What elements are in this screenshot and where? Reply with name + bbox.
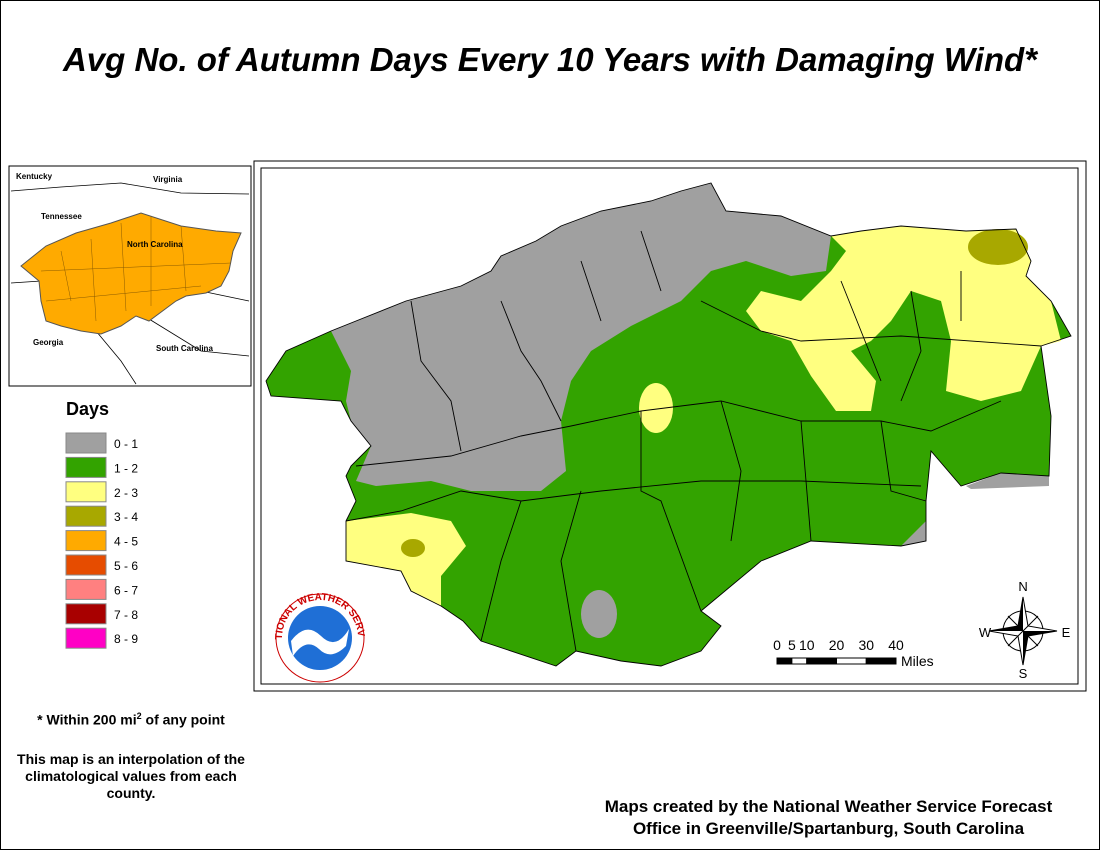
scale-segment — [865, 657, 897, 665]
region — [346, 513, 466, 606]
scale-unit: Miles — [901, 653, 934, 669]
map-inner-frame — [260, 167, 1079, 685]
region — [639, 383, 673, 433]
legend-swatch — [65, 554, 107, 576]
note: This map is an interpolation of the clim… — [17, 751, 245, 801]
title: Avg No. of Autumn Days Every 10 Years wi… — [62, 41, 1038, 78]
region — [331, 183, 831, 491]
compass-e: E — [1062, 625, 1071, 640]
county-lines — [265, 182, 1072, 667]
scale-label: 40 — [888, 637, 904, 653]
compass-w: W — [979, 625, 992, 640]
inset-label: Georgia — [33, 338, 64, 347]
compass-n: N — [1018, 579, 1027, 594]
legend-swatch — [65, 456, 107, 478]
legend-label: 8 - 9 — [114, 632, 138, 646]
inset-lines — [10, 182, 250, 385]
legend-swatch — [65, 481, 107, 503]
region — [581, 590, 617, 638]
legend-swatch — [65, 530, 107, 552]
inset-label: South Carolina — [156, 344, 213, 353]
footnote-start: * Within 200 mi — [37, 711, 137, 728]
scale-segment — [836, 657, 867, 665]
footnote: * Within 200 mi2 of any point — [6, 711, 256, 728]
legend-label: 4 - 5 — [114, 535, 138, 549]
scale-label: 5 — [788, 637, 796, 653]
region — [901, 521, 926, 546]
legend-label: 2 - 3 — [114, 486, 138, 500]
inset-label: North Carolina — [127, 240, 183, 249]
credit-line: Office in Greenville/Spartanburg, South … — [632, 819, 1025, 838]
scale-label: 10 — [799, 637, 815, 653]
inset-label: Virginia — [153, 175, 183, 184]
inset-counties — [40, 216, 232, 322]
compass-s: S — [1019, 666, 1028, 681]
inset-state — [20, 212, 242, 335]
region — [401, 539, 425, 557]
footnote-sup: 2 — [136, 711, 142, 721]
legend-swatch — [65, 578, 107, 600]
legend-label: 5 - 6 — [114, 559, 138, 573]
region — [966, 473, 1049, 489]
credit: Maps created by the National Weather Ser… — [561, 796, 1096, 840]
legend-label: 3 - 4 — [114, 510, 138, 524]
scale-label: 30 — [858, 637, 874, 653]
compass: N S E W — [979, 579, 1071, 681]
legend-label: 0 - 1 — [114, 437, 138, 451]
scale-segment — [806, 657, 837, 665]
credit-line: Maps created by the National Weather Ser… — [604, 797, 1053, 816]
scale-segment — [776, 657, 793, 665]
legend-swatch — [65, 505, 107, 527]
region — [968, 229, 1028, 265]
scale-segment — [791, 657, 808, 665]
legend-swatch — [65, 627, 107, 649]
legend-label: 6 - 7 — [114, 583, 138, 597]
legend-swatch — [65, 603, 107, 625]
legend-swatch — [65, 432, 107, 454]
region — [746, 226, 1061, 411]
scale-label: 0 — [773, 637, 781, 653]
legend-label: 7 - 8 — [114, 608, 138, 622]
scale-label: 20 — [829, 637, 845, 653]
legend-title: Days — [66, 399, 110, 419]
inset-label: Kentucky — [16, 172, 53, 181]
inset-label: Tennessee — [41, 212, 82, 221]
footnote-end: of any point — [141, 711, 225, 728]
legend-label: 1 - 2 — [114, 461, 138, 475]
